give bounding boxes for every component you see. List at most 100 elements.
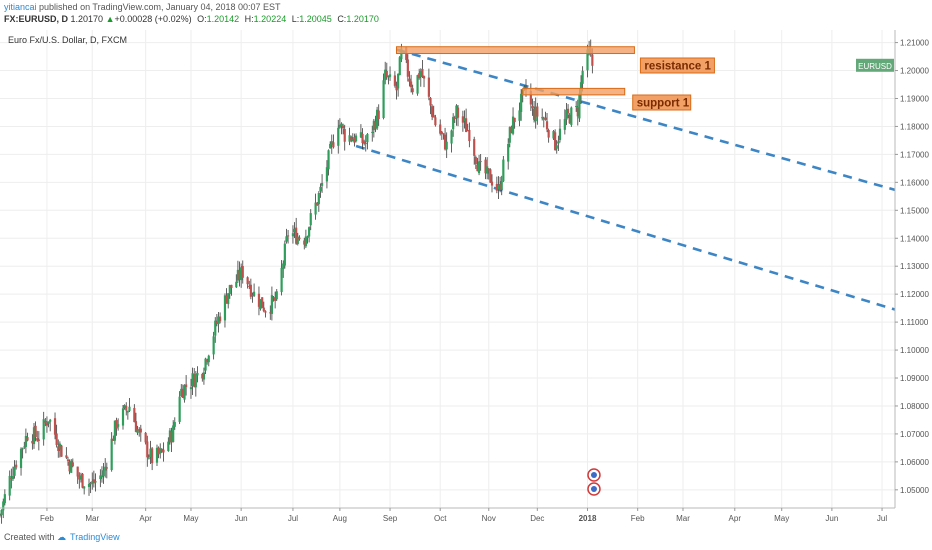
- candle-up: [113, 420, 117, 441]
- support-label-box: [632, 94, 692, 111]
- candle-up: [452, 116, 455, 130]
- candles: [0, 39, 594, 524]
- candle-down: [343, 129, 346, 142]
- candle-up: [340, 123, 343, 127]
- y-tick-label: 1.09000: [900, 374, 929, 383]
- candle-up: [2, 501, 5, 511]
- x-tick-label: May: [183, 514, 198, 523]
- resistance-label: resistance 1: [644, 61, 711, 73]
- candle-down: [568, 114, 571, 124]
- price-tag-bg: [856, 58, 894, 72]
- candle-up: [351, 139, 354, 142]
- candle-up: [477, 161, 481, 174]
- candle-up: [416, 75, 419, 94]
- candle-up: [87, 483, 91, 487]
- candle-down: [269, 312, 272, 314]
- candle-down: [298, 237, 301, 240]
- y-tick-label: 1.05000: [900, 486, 929, 495]
- resistance-label-box: [639, 57, 715, 74]
- candle-down: [350, 136, 353, 141]
- candle-down: [529, 90, 532, 105]
- candle-down: [68, 461, 71, 472]
- candle-up: [147, 457, 150, 459]
- candle-down: [411, 88, 414, 93]
- candle-up: [296, 236, 299, 245]
- candle-down: [489, 169, 492, 183]
- candle-down: [139, 428, 142, 433]
- candle-up: [183, 385, 186, 400]
- candle-up: [327, 150, 330, 170]
- candle-down: [34, 425, 37, 438]
- candle-up: [523, 86, 526, 89]
- y-tick-label: 1.18000: [900, 122, 929, 131]
- candle-down: [332, 142, 335, 148]
- candle-up: [520, 93, 523, 113]
- candle-down: [461, 116, 464, 123]
- candle-up: [167, 441, 170, 451]
- y-tick-label: 1.21000: [900, 39, 929, 48]
- price-change: +0.00028 (+0.02%): [114, 14, 192, 24]
- candle-up: [228, 285, 231, 294]
- candle-down: [418, 73, 421, 79]
- candle-up: [293, 228, 296, 233]
- x-tick-label: Jul: [288, 514, 298, 523]
- candle-up: [354, 135, 358, 142]
- candle-up: [32, 427, 36, 445]
- candle-up: [58, 443, 61, 450]
- price-axis-bg: [895, 30, 932, 508]
- y-tick-label: 1.10000: [900, 346, 929, 355]
- ohlc-bar: FX:EURUSD, D 1.20170 ▲+0.00028 (+0.02%) …: [4, 14, 379, 24]
- candle-down: [466, 130, 469, 132]
- y-tick-label: 1.19000: [900, 94, 929, 103]
- author-link[interactable]: yitiancai: [4, 2, 37, 12]
- candle-down: [545, 121, 549, 130]
- support-label: support 1: [637, 98, 690, 110]
- candle-down: [442, 133, 445, 135]
- candle-down: [421, 68, 424, 77]
- candle-down: [484, 159, 487, 174]
- candle-down: [37, 439, 40, 441]
- candle-down: [377, 110, 380, 119]
- chart-area[interactable]: resistance 1 support 1 1.05000 1.06000 1.07…: [0, 30, 932, 528]
- candle-down: [238, 270, 241, 280]
- flag-center: [590, 472, 597, 478]
- candle-down: [31, 440, 34, 444]
- candle-up: [371, 131, 374, 133]
- candle-up: [542, 118, 545, 120]
- candle-down: [295, 227, 298, 244]
- candle-down: [133, 407, 136, 423]
- chart-title: Euro Fx/U.S. Dollar, D, FXCM: [8, 35, 128, 45]
- up-arrow-icon: ▲: [105, 14, 115, 24]
- candle-down: [261, 297, 264, 308]
- candle-down: [241, 266, 244, 278]
- candle-up: [309, 213, 312, 226]
- candle-up: [191, 373, 194, 387]
- publish-info: yitiancai published on TradingView.com, …: [4, 2, 281, 12]
- y-tick-label: 1.16000: [900, 178, 929, 187]
- candle-up: [24, 435, 27, 447]
- candle-up: [500, 181, 503, 190]
- candle-up: [419, 70, 422, 78]
- channel-upper-line: [396, 48, 896, 192]
- tradingview-link[interactable]: TradingView: [70, 532, 120, 542]
- candle-down: [272, 297, 275, 299]
- candle-up: [236, 269, 240, 281]
- event-markers: [587, 468, 601, 496]
- candle-up: [194, 373, 197, 388]
- candle-down: [157, 447, 160, 455]
- candle-up: [372, 120, 375, 131]
- price-axis: 1.05000 1.06000 1.07000 1.08000 1.09000 1.100…: [856, 30, 932, 508]
- footer: Created with ☁ TradingView: [4, 532, 120, 543]
- candle-up: [212, 336, 215, 355]
- candle-up: [11, 476, 15, 480]
- candle-up: [359, 132, 363, 138]
- candle-up: [259, 299, 262, 309]
- candle-down: [134, 421, 138, 432]
- high-value: 1.20224: [253, 14, 287, 24]
- candle-down: [439, 124, 442, 134]
- candle-up: [173, 422, 176, 427]
- candle-down: [246, 277, 249, 285]
- candle-up: [149, 448, 152, 458]
- candle-up: [558, 128, 562, 141]
- price-chart[interactable]: resistance 1 support 1 1.05000 1.06000 1.07…: [0, 30, 932, 528]
